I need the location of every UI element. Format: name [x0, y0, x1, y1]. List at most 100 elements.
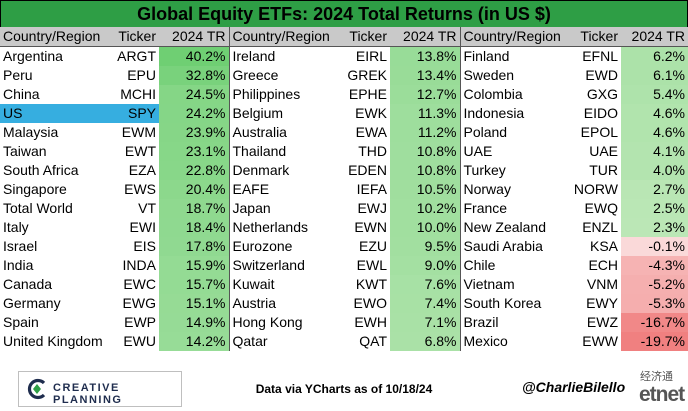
return-cell: 15.1% [159, 294, 229, 313]
ticker-cell: EWY [586, 295, 618, 311]
country-cell: Brazil [459, 313, 569, 332]
ticker-cell: INDA [122, 257, 156, 273]
return-cell: 14.2% [159, 332, 229, 351]
creative-planning-logo: CREATIVE PLANNING [18, 371, 182, 407]
country-cell: Greece [228, 66, 338, 85]
ticker-cell: EWQ [584, 200, 618, 216]
ticker-cell: EWS [124, 181, 156, 197]
ticker-cell: KSA [589, 238, 618, 254]
return-cell: 12.7% [390, 85, 460, 104]
header-country: Country/Region [228, 27, 338, 47]
table-row: Canada EWC 15.7% Kuwait KWT 7.6% Vietnam VNM -5.… [0, 275, 688, 294]
return-cell: -16.7% [621, 313, 688, 332]
table-row: Taiwan EWT 23.1% Thailand THD 10.8% UAE UAE 4.1% [0, 142, 688, 161]
return-cell: 40.2% [159, 46, 229, 66]
return-cell: 11.2% [390, 123, 460, 142]
ticker-cell: THD [358, 143, 387, 159]
country-cell: South Korea [459, 294, 569, 313]
return-cell: -19.7% [621, 332, 688, 351]
table-row: Malaysia EWM 23.9% Australia EWA 11.2% Poland E… [0, 123, 688, 142]
table-row: China MCHI 24.5% Philippines EPHE 12.7% Colomb… [0, 85, 688, 104]
country-cell: Poland [459, 123, 569, 142]
country-cell: US [0, 104, 105, 123]
country-cell: Singapore [3, 181, 67, 197]
country-cell: China [3, 86, 40, 102]
return-cell: 23.1% [159, 142, 229, 161]
return-cell: -0.1% [621, 237, 688, 256]
ticker-cell: ECH [588, 257, 618, 273]
ticker-cell: GXG [586, 86, 618, 102]
return-cell: -4.3% [621, 256, 688, 275]
country-cell: Norway [459, 180, 569, 199]
creative-planning-logo-icon [27, 378, 46, 400]
return-cell: 24.5% [159, 85, 229, 104]
country-cell: France [459, 199, 569, 218]
ticker-cell: NORW [573, 181, 618, 197]
country-cell: Thailand [228, 142, 338, 161]
table-row: United Kingdom EWU 14.2% Qatar QAT 6.8% Mexico… [0, 332, 688, 351]
country-cell: Italy [3, 219, 29, 235]
country-cell: Philippines [228, 85, 338, 104]
ticker-cell: SPY [105, 104, 159, 123]
country-cell: Switzerland [228, 256, 338, 275]
country-cell: Japan [228, 199, 338, 218]
ticker-cell: EWG [122, 295, 156, 311]
return-cell: 14.9% [159, 313, 229, 332]
watermark-logo: etnet [639, 383, 685, 406]
country-cell: Peru [3, 67, 33, 83]
return-cell: 7.1% [390, 313, 460, 332]
table-row: Argentina ARGT 40.2% Ireland EIRL 13.8% Finlan… [0, 46, 688, 66]
return-cell: 4.1% [621, 142, 688, 161]
ticker-cell: EFNL [582, 48, 618, 64]
return-cell: 7.6% [390, 275, 460, 294]
ticker-cell: ARGT [117, 48, 156, 64]
logo-text: CREATIVE PLANNING [53, 382, 123, 406]
return-cell: 9.0% [390, 256, 460, 275]
ticker-cell: EWU [123, 333, 156, 349]
ticker-cell: EWH [354, 314, 387, 330]
chart-title: Global Equity ETFs: 2024 Total Returns (… [0, 0, 688, 28]
ticker-cell: EZA [128, 162, 156, 178]
country-cell: UAE [459, 142, 569, 161]
header-ticker: Ticker [338, 27, 390, 47]
ticker-cell: EPOL [580, 124, 618, 140]
return-cell: 6.2% [621, 46, 688, 66]
return-cell: 15.7% [159, 275, 229, 294]
header-return: 2024 TR [390, 27, 460, 47]
country-cell: Australia [228, 123, 338, 142]
header-row: Country/Region Ticker 2024 TR Country/Re… [0, 27, 688, 47]
watermark-chinese: 经济通 [640, 370, 673, 383]
ticker-cell: EWO [353, 295, 387, 311]
country-cell: Vietnam [459, 275, 569, 294]
country-cell: Hong Kong [228, 313, 338, 332]
ticker-cell: VT [138, 200, 156, 216]
return-cell: 23.9% [159, 123, 229, 142]
return-cell: 13.8% [390, 46, 460, 66]
header-country: Country/Region [0, 27, 105, 47]
returns-table: Country/Region Ticker 2024 TR Country/Re… [0, 27, 688, 351]
table-row: US SPY 24.2% Belgium EWK 11.3% Indonesia EIDO 4.… [0, 104, 688, 123]
ticker-cell: EIRL [355, 48, 387, 64]
country-cell: Qatar [228, 332, 338, 351]
return-cell: 10.8% [390, 161, 460, 180]
country-cell: Turkey [459, 161, 569, 180]
ticker-cell: EWM [121, 124, 156, 140]
table-row: Peru EPU 32.8% Greece GREK 13.4% Sweden EWD 6.1% [0, 66, 688, 85]
header-ticker: Ticker [569, 27, 621, 47]
table-row: Germany EWG 15.1% Austria EWO 7.4% South Korea… [0, 294, 688, 313]
header-ticker: Ticker [105, 27, 159, 47]
return-cell: 24.2% [159, 104, 229, 123]
return-cell: 10.2% [390, 199, 460, 218]
ticker-cell: GREK [347, 67, 387, 83]
country-cell: Eurozone [228, 237, 338, 256]
country-cell: South Africa [3, 162, 79, 178]
ticker-cell: EWP [124, 314, 156, 330]
country-cell: Sweden [459, 66, 569, 85]
ticker-cell: EPU [127, 67, 156, 83]
return-cell: 13.4% [390, 66, 460, 85]
ticker-cell: TUR [589, 162, 618, 178]
return-cell: 2.3% [621, 218, 688, 237]
return-cell: 4.6% [621, 104, 688, 123]
ticker-cell: MCHI [120, 86, 156, 102]
